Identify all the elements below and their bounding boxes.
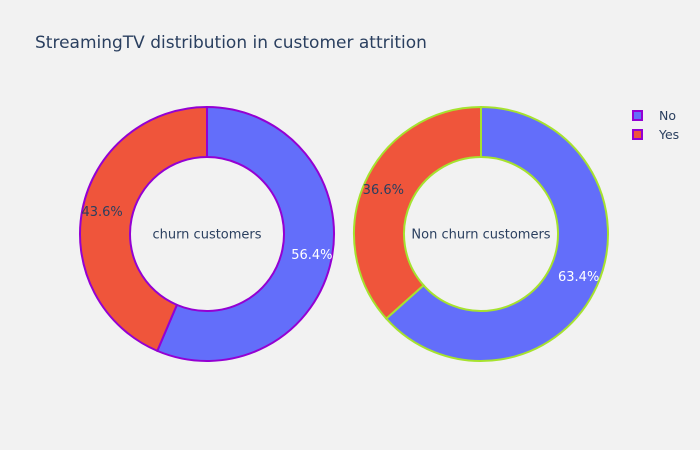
legend-item-no[interactable]: No xyxy=(632,106,679,125)
donut-1-slice-yes[interactable] xyxy=(353,105,482,320)
donut-0-label-yes: 43.6% xyxy=(81,205,122,220)
chart-title: StreamingTV distribution in customer att… xyxy=(35,33,427,53)
legend-swatch-yes xyxy=(632,129,643,140)
legend-swatch-no xyxy=(632,110,643,121)
legend-label-yes: Yes xyxy=(659,127,680,142)
legend[interactable]: No Yes xyxy=(632,106,679,144)
donut-0-label-no: 56.4% xyxy=(291,248,332,263)
donut-0-center-label: churn customers xyxy=(152,228,261,243)
donut-0-slice-no[interactable] xyxy=(155,105,335,362)
donut-1-label-yes: 36.6% xyxy=(363,183,404,198)
legend-label-no: No xyxy=(659,108,676,123)
donut-1-slice-no[interactable] xyxy=(384,105,609,362)
non-churn-donut-group: 63.4% 36.6% Non churn customers xyxy=(353,105,609,362)
donut-1-label-no: 63.4% xyxy=(558,270,599,285)
legend-item-yes[interactable]: Yes xyxy=(632,125,679,144)
donut-0-slice-yes[interactable] xyxy=(79,105,208,353)
churn-donut-group: 56.4% 43.6% churn customers xyxy=(79,105,335,362)
donut-1-center-label: Non churn customers xyxy=(411,228,550,243)
